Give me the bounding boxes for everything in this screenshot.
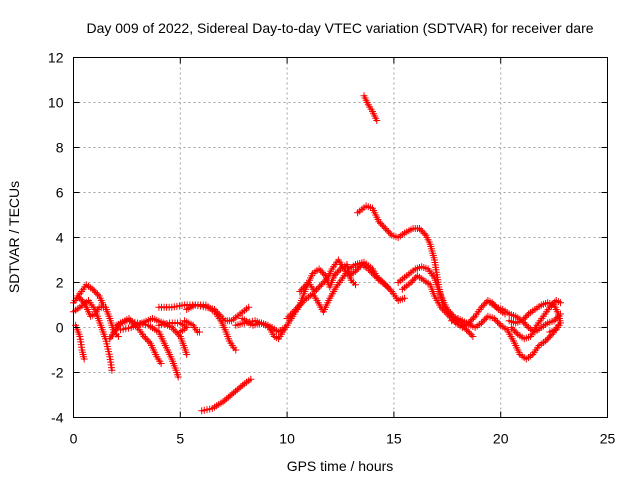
markers-track-14 xyxy=(238,261,359,343)
y-tick-label: -4 xyxy=(51,410,64,426)
x-tick-label: 10 xyxy=(279,431,295,447)
markers-track-12 xyxy=(198,375,255,415)
chart-title: Day 009 of 2022, Sidereal Day-to-day VTE… xyxy=(86,20,593,36)
x-tick-label: 25 xyxy=(600,431,616,447)
x-tick-labels: 0 5 10 15 20 25 xyxy=(70,431,616,447)
y-tick-label: 4 xyxy=(56,230,64,246)
x-tick-label: 15 xyxy=(386,431,402,447)
x-tick-label: 20 xyxy=(493,431,509,447)
y-tick-label: 0 xyxy=(56,320,64,336)
markers-track-2 xyxy=(70,297,116,374)
data-traces xyxy=(72,94,562,412)
x-tick-label: 5 xyxy=(176,431,184,447)
y-tick-label: 6 xyxy=(56,185,64,201)
x-tick-label: 0 xyxy=(70,431,78,447)
y-axis-label: SDTVAR / TECUs xyxy=(6,181,22,293)
markers-track-21 xyxy=(448,312,562,363)
y-tick-label: 2 xyxy=(56,275,64,291)
markers-track-24 xyxy=(505,299,564,336)
markers-track-13 xyxy=(232,317,289,336)
y-tick-label: 12 xyxy=(48,50,64,66)
axis-ticks xyxy=(73,57,608,418)
x-axis-label: GPS time / hours xyxy=(287,458,394,474)
markers-track-11 xyxy=(183,301,240,354)
y-tick-labels: -4 -2 0 2 4 6 8 10 12 xyxy=(48,50,64,426)
markers-track-16 xyxy=(296,256,391,295)
markers-track-8 xyxy=(155,319,191,336)
y-tick-label: -2 xyxy=(51,365,64,381)
y-tick-label: 8 xyxy=(56,140,64,156)
data-markers xyxy=(70,92,564,415)
markers-track-10 xyxy=(181,317,203,336)
grid xyxy=(73,57,608,418)
markers-track-17 xyxy=(360,92,381,124)
y-tick-label: 10 xyxy=(48,95,64,111)
